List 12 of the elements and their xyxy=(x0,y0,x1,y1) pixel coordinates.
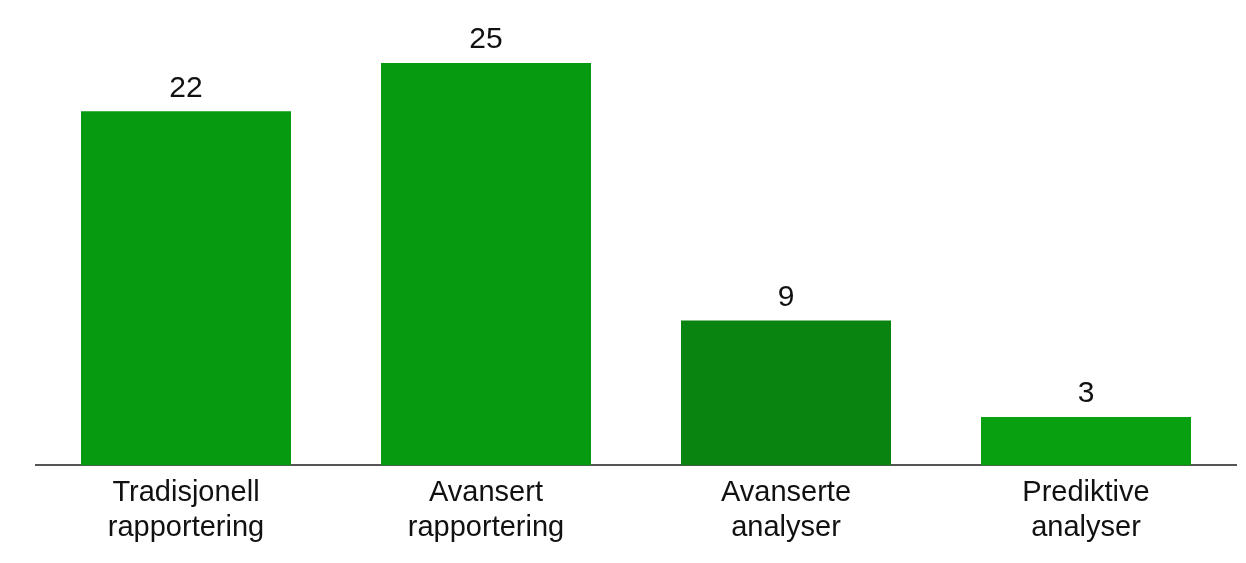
data-label: 9 xyxy=(777,278,795,312)
x-tick-label: Prediktive analyser xyxy=(1022,474,1150,542)
x-tick-label: Avansert rapportering xyxy=(407,474,565,542)
data-label: 22 xyxy=(169,69,203,103)
x-tick-label: Tradisjonell rapportering xyxy=(107,474,265,542)
data-label: 3 xyxy=(1077,375,1095,409)
bar xyxy=(381,63,591,466)
bar xyxy=(681,320,891,466)
data-label: 25 xyxy=(469,21,503,55)
bar xyxy=(981,417,1191,466)
x-tick-label: Avanserte analyser xyxy=(720,474,852,542)
bar xyxy=(81,111,291,466)
